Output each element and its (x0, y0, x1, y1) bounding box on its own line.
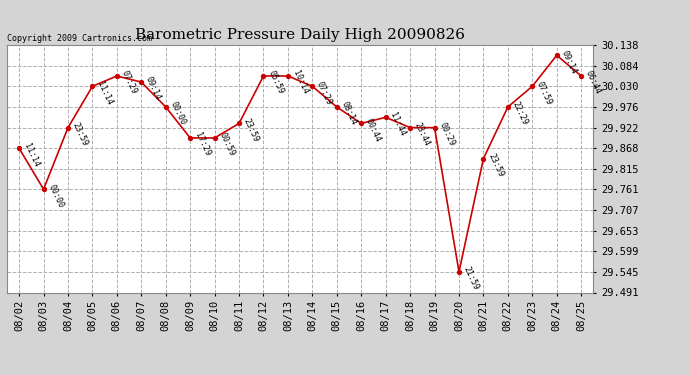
Text: Copyright 2009 Cartronics.com: Copyright 2009 Cartronics.com (7, 33, 152, 42)
Text: 10:14: 10:14 (290, 69, 309, 96)
Text: 09:14: 09:14 (560, 49, 578, 75)
Text: 07:29: 07:29 (315, 80, 334, 106)
Text: 07:59: 07:59 (535, 80, 554, 106)
Text: 00:00: 00:00 (168, 100, 187, 127)
Text: 11:14: 11:14 (95, 80, 114, 106)
Point (160, 104, 171, 110)
Point (87, 83, 98, 89)
Point (307, 83, 318, 89)
Point (551, 53, 562, 58)
Text: 08:14: 08:14 (339, 100, 358, 127)
Text: 06:44: 06:44 (584, 69, 602, 96)
Point (526, 83, 538, 89)
Point (502, 104, 513, 110)
Point (14, 145, 25, 151)
Text: 17:29: 17:29 (193, 131, 212, 158)
Text: 00:00: 00:00 (46, 183, 65, 209)
Text: 23:44: 23:44 (413, 121, 432, 147)
Point (453, 269, 464, 275)
Point (233, 120, 244, 126)
Text: 21:59: 21:59 (462, 265, 480, 292)
Point (575, 73, 586, 79)
Point (209, 135, 220, 141)
Text: 09:14: 09:14 (144, 75, 163, 102)
Text: 11:14: 11:14 (22, 142, 41, 168)
Point (356, 120, 367, 126)
Text: 00:59: 00:59 (217, 131, 236, 158)
Point (136, 79, 147, 85)
Point (63, 124, 74, 130)
Point (331, 104, 342, 110)
Point (404, 124, 415, 130)
Text: 07:29: 07:29 (119, 69, 139, 96)
Text: 22:29: 22:29 (511, 100, 529, 127)
Point (478, 156, 489, 162)
Point (38, 186, 49, 192)
Text: 11:44: 11:44 (388, 111, 407, 137)
Text: 05:59: 05:59 (266, 69, 285, 96)
Point (185, 135, 196, 141)
Point (380, 114, 391, 120)
Point (258, 73, 269, 79)
Point (429, 124, 440, 130)
Point (111, 73, 122, 79)
Text: 23:59: 23:59 (241, 117, 261, 143)
Text: 23:59: 23:59 (71, 121, 90, 147)
Text: 23:59: 23:59 (486, 152, 505, 178)
Point (282, 73, 293, 79)
Text: 00:29: 00:29 (437, 121, 456, 147)
Text: 00:44: 00:44 (364, 117, 383, 143)
Title: Barometric Pressure Daily High 20090826: Barometric Pressure Daily High 20090826 (135, 28, 465, 42)
